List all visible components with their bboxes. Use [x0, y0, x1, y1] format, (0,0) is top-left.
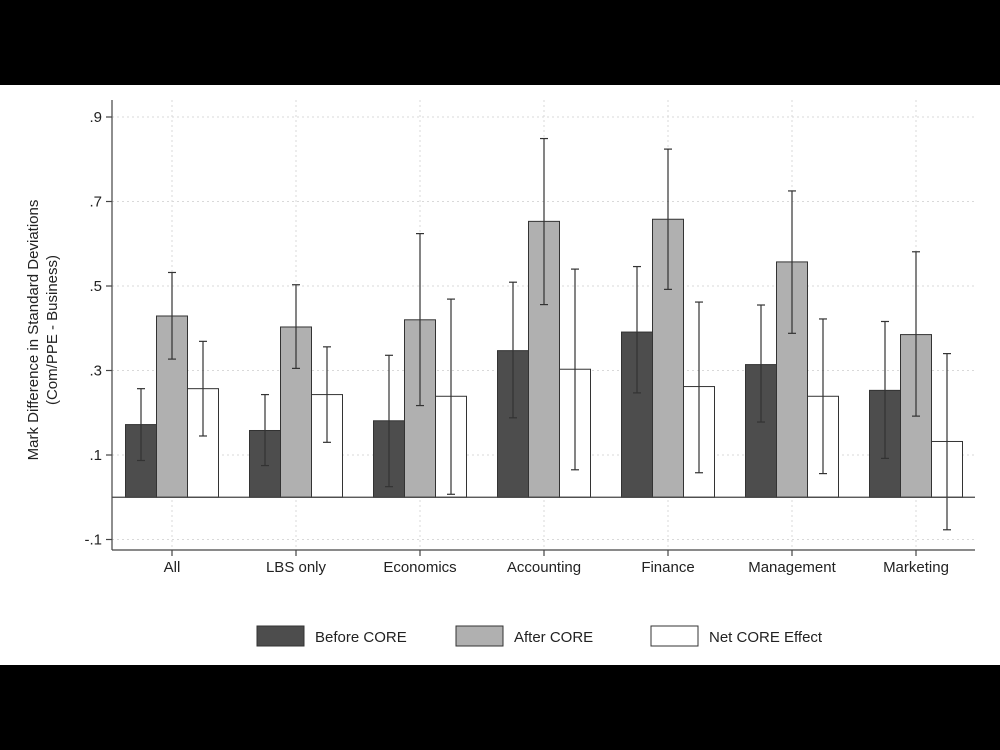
y-tick-label: .9 — [89, 109, 102, 126]
y-tick-label: .3 — [89, 363, 102, 380]
legend-label: After CORE — [514, 629, 593, 646]
legend-label: Net CORE Effect — [709, 629, 823, 646]
y-axis-title: Mark Difference in Standard Deviations (… — [25, 200, 61, 461]
category-label: Accounting — [507, 559, 581, 576]
category-label: Management — [748, 559, 836, 576]
category-label: All — [164, 559, 181, 576]
legend: Before CORE After CORE Net CORE Effect — [256, 625, 823, 647]
error-bars — [137, 137, 951, 531]
y-tick-label: .5 — [89, 278, 102, 295]
bars — [125, 218, 963, 498]
y-tick-label: .1 — [89, 447, 102, 464]
legend-label: Before CORE — [315, 629, 407, 646]
category-label: Economics — [383, 559, 456, 576]
category-label: LBS only — [266, 559, 327, 576]
legend-swatch — [650, 625, 699, 647]
category-label: Marketing — [883, 559, 949, 576]
y-ticks: .9 .7 .5 .3 .1 -.1 — [84, 109, 112, 549]
y-tick-label: .7 — [89, 194, 102, 211]
y-tick-label: -.1 — [84, 532, 102, 549]
legend-swatch — [455, 625, 504, 647]
category-labels: All LBS only Economics Accounting Finance Man… — [164, 550, 949, 576]
legend-swatch — [256, 625, 305, 647]
y-axis-label-line-1: Mark Difference in Standard Deviations — [25, 200, 42, 461]
category-label: Finance — [641, 559, 694, 576]
y-axis-label-line-2: (Com/PPE - Business) — [44, 255, 61, 405]
